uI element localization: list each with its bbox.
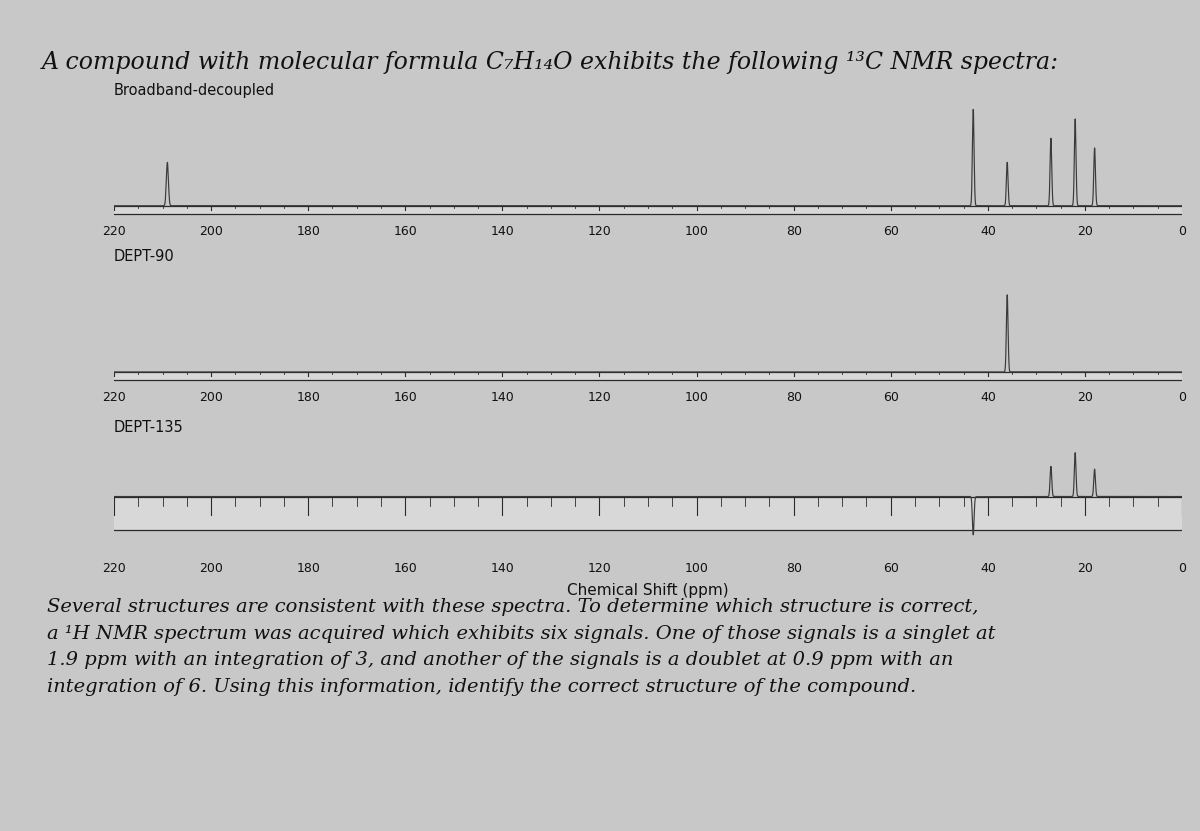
X-axis label: Chemical Shift (ppm): Chemical Shift (ppm) xyxy=(568,583,728,598)
Bar xyxy=(114,496,1182,529)
Text: A compound with molecular formula C₇H₁₄O exhibits the following ¹³C NMR spectra:: A compound with molecular formula C₇H₁₄O… xyxy=(42,51,1058,74)
Text: Several structures are consistent with these spectra. To determine which structu: Several structures are consistent with t… xyxy=(47,598,996,696)
Text: DEPT-135: DEPT-135 xyxy=(114,420,184,435)
Text: DEPT-90: DEPT-90 xyxy=(114,249,175,264)
Text: Broadband-decoupled: Broadband-decoupled xyxy=(114,83,275,98)
Bar xyxy=(114,206,1182,214)
Bar xyxy=(114,372,1182,380)
